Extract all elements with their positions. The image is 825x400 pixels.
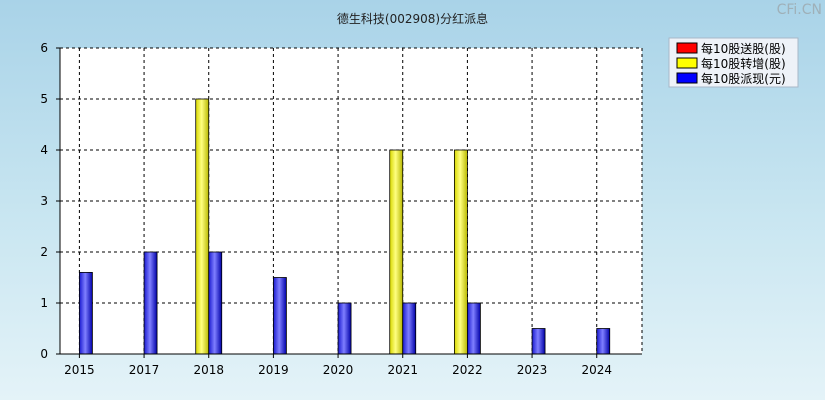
x-tick-label: 2021 [387, 363, 418, 377]
bar-2018-series-1 [195, 98, 210, 355]
legend-swatch [676, 42, 698, 54]
chart-title: 德生科技(002908)分红派息 [336, 12, 489, 26]
legend: 每10股送股(股)每10股转增(股)每10股派现(元) [668, 37, 799, 88]
x-tick-label: 2018 [193, 363, 224, 377]
y-tick-label: 4 [40, 143, 48, 157]
axes: 0 1 2 3 4 5 6 2015 2017 2018 2019 2020 2021 2022 2023 2… [40, 41, 643, 377]
bar-2017-series-2 [143, 251, 158, 355]
bar-2018-series-2 [208, 251, 223, 355]
bar-2019-series-2 [272, 277, 287, 355]
bar-2015-series-2 [79, 271, 93, 355]
y-tick-label: 5 [40, 92, 48, 106]
bar-2021-series-2 [402, 302, 417, 355]
x-tick-label: 2024 [581, 363, 612, 377]
y-tick-label: 3 [40, 194, 48, 208]
x-tick-label: 2019 [258, 363, 289, 377]
x-tick-label: 2023 [517, 363, 548, 377]
legend-label: 每10股派现(元) [701, 71, 786, 86]
bar-2021-series-1 [389, 149, 404, 355]
x-tick-label: 2022 [452, 363, 483, 377]
bar-2023-series-2 [531, 328, 546, 355]
x-tick-label: 2015 [64, 363, 95, 377]
legend-label: 每10股转增(股) [701, 56, 786, 71]
bar-2022-series-2 [466, 302, 481, 355]
y-tick-label: 2 [40, 245, 48, 259]
legend-swatch [676, 72, 698, 84]
y-tick-label: 1 [40, 296, 48, 310]
x-tick-label: 2017 [129, 363, 160, 377]
bar-2020-series-2 [337, 302, 352, 355]
y-tick-label: 0 [40, 347, 48, 361]
legend-swatch [676, 57, 698, 69]
legend-label: 每10股送股(股) [701, 41, 786, 56]
x-tick-label: 2020 [323, 363, 354, 377]
y-tick-label: 6 [40, 41, 48, 55]
bar-2024-series-2 [596, 328, 611, 355]
bar-2022-series-1 [453, 149, 468, 355]
bars [79, 98, 611, 355]
watermark: CFi.CN [776, 2, 822, 18]
